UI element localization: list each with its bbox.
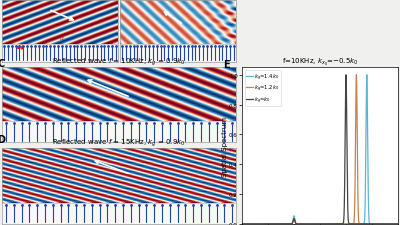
Title: Reflected wave $f$ = 10KHz, $k_g$ = 0.9$k_0$: Reflected wave $f$ = 10KHz, $k_g$ = 0.9$… — [52, 56, 186, 68]
Title: f=10KHz, $k_{x_0}$=$-0.5k_0$: f=10KHz, $k_{x_0}$=$-0.5k_0$ — [282, 57, 358, 68]
$k_g$=1.4$k_0$ — [368, 223, 373, 225]
$k_g$=1.2$k_0$ — [341, 223, 346, 225]
$k_g$=1.2$k_0$ — [268, 223, 273, 225]
$k_g$=$k_0$ — [368, 223, 373, 225]
Bar — [120, 45, 236, 62]
Text: D: D — [0, 135, 5, 144]
$k_g$=1.4$k_0$ — [299, 223, 304, 225]
$k_g$=1.2$k_0$ — [356, 215, 361, 218]
$k_g$=1.4$k_0$ — [268, 223, 273, 225]
Title: Reflected wave $f$ = 15KHz, $k_g$ = 0.9$k_0$: Reflected wave $f$ = 15KHz, $k_g$ = 0.9$… — [52, 137, 186, 148]
$k_g$=1.2$k_0$ — [354, 74, 359, 77]
Y-axis label: Spatial Spectrum: Spatial Spectrum — [222, 116, 228, 176]
$k_g$=$k_0$ — [268, 223, 273, 225]
$k_g$=1.4$k_0$ — [364, 74, 369, 77]
$k_g$=1.4$k_0$ — [341, 223, 346, 225]
$k_g$=$k_0$ — [356, 223, 361, 225]
Text: g: g — [18, 43, 22, 48]
Bar — [2, 45, 118, 62]
Line: $k_g$=1.2$k_0$: $k_g$=1.2$k_0$ — [242, 75, 398, 224]
Title: Reflected wave $f$ = 10KHz, $k_g$ = 1.2$k_0$: Reflected wave $f$ = 10KHz, $k_g$ = 1.2$… — [112, 0, 244, 1]
Text: $\alpha$: $\alpha$ — [59, 35, 65, 42]
$k_g$=$k_0$ — [341, 221, 346, 224]
$k_g$=1.4$k_0$ — [396, 223, 400, 225]
$k_g$=1.2$k_0$ — [333, 223, 338, 225]
$k_g$=$k_0$ — [240, 223, 244, 225]
$k_g$=$k_0$ — [299, 223, 304, 225]
Text: y: y — [120, 14, 124, 19]
Legend: $k_g$=1.4$k_0$, $k_g$=1.2$k_0$, $k_g$=$k_0$: $k_g$=1.4$k_0$, $k_g$=1.2$k_0$, $k_g$=$k… — [245, 71, 281, 107]
$k_g$=1.2$k_0$ — [368, 223, 373, 225]
Line: $k_g$=$k_0$: $k_g$=$k_0$ — [242, 75, 398, 224]
$k_g$=1.2$k_0$ — [396, 223, 400, 225]
Bar — [2, 203, 236, 224]
$k_g$=$k_0$ — [344, 74, 348, 77]
Text: E: E — [223, 60, 230, 70]
$k_g$=1.2$k_0$ — [240, 223, 244, 225]
$k_g$=1.2$k_0$ — [299, 223, 304, 225]
Line: $k_g$=1.4$k_0$: $k_g$=1.4$k_0$ — [242, 75, 398, 224]
$k_g$=1.4$k_0$ — [240, 223, 244, 225]
Title: Incident wave $f$ = 10KHz, $k_{x_0}$ = $-0.5k_0$: Incident wave $f$ = 10KHz, $k_{x_0}$ = $… — [0, 0, 128, 1]
$k_g$=1.4$k_0$ — [356, 223, 361, 225]
$k_g$=1.4$k_0$ — [333, 223, 338, 225]
$k_g$=$k_0$ — [396, 223, 400, 225]
Text: C: C — [0, 59, 4, 69]
Text: x: x — [120, 32, 124, 37]
Bar — [2, 122, 236, 142]
$k_g$=$k_0$ — [333, 223, 338, 225]
